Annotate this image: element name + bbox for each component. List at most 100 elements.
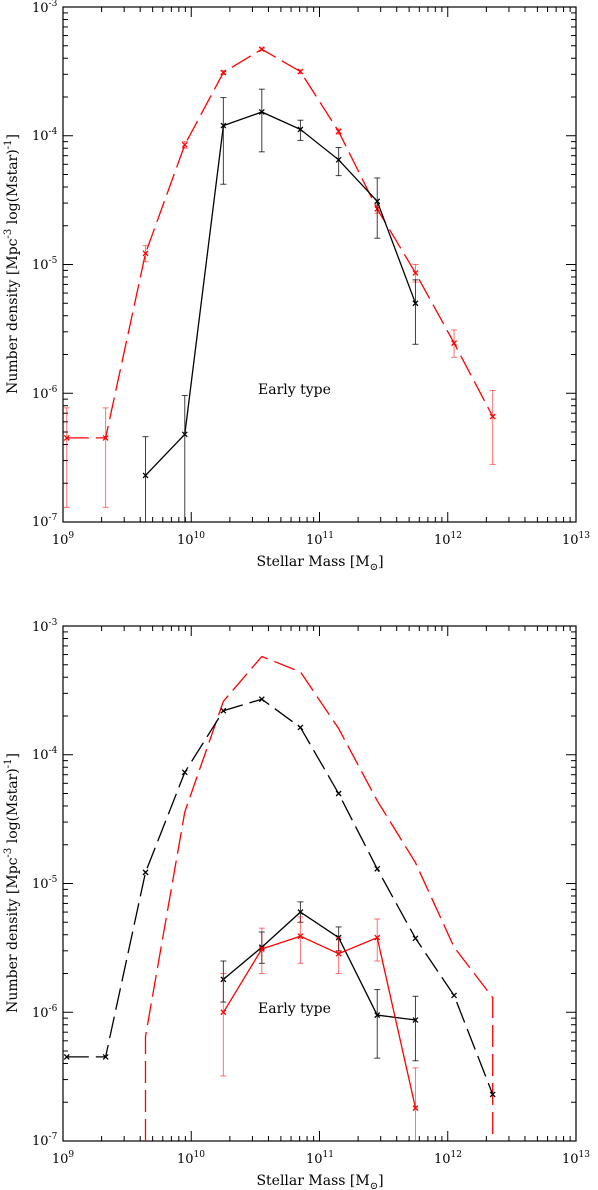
- data-point: [258, 109, 265, 115]
- data-point: [335, 128, 342, 135]
- data-point: [374, 1012, 381, 1019]
- data-point: [335, 156, 342, 163]
- annotation-early-type-2: Early type: [258, 1001, 331, 1017]
- ticks-2: [62, 626, 576, 1142]
- annotation-early-type-1: Early type: [258, 382, 331, 398]
- data-point: [489, 413, 496, 420]
- error-bar: [220, 97, 227, 185]
- x-tick-label: 1011: [306, 1150, 334, 1167]
- error-bar: [220, 972, 227, 1077]
- error-bar: [142, 436, 149, 522]
- error-bar: [489, 390, 496, 465]
- plot-frame-1: [62, 6, 577, 523]
- data-point: [142, 250, 149, 257]
- y-tick-label: 10-6: [32, 385, 58, 402]
- y-tick-label: 10-7: [32, 513, 58, 530]
- data-point: [63, 1053, 70, 1060]
- data-point: [297, 909, 304, 916]
- data-point: [297, 126, 304, 133]
- data-point: [374, 934, 381, 941]
- ticks-1: [62, 7, 576, 523]
- data-point: [220, 69, 227, 76]
- data-point: [181, 141, 188, 148]
- y-tick-label: 10-6: [32, 1004, 58, 1021]
- data-point: [102, 434, 109, 441]
- x-tick-label: 109: [52, 531, 75, 548]
- panel-2: 109 1010 1011 1012 1013 10-7 10-6 10-5 1…: [3, 618, 590, 1190]
- x-tick-label: 1013: [562, 1150, 590, 1167]
- y-tick-label: 10-4: [32, 127, 58, 144]
- data-point: [258, 946, 265, 952]
- x-tick-label: 109: [52, 1150, 75, 1167]
- data-point: [412, 1017, 419, 1023]
- data-point: [297, 68, 304, 75]
- data-point: [412, 935, 419, 942]
- x-tick-label: 1011: [306, 531, 334, 548]
- x-axis-label-1: Stellar Mass [M⊙]: [256, 554, 383, 573]
- y-tick-label: 10-5: [32, 875, 58, 892]
- error-bar: [297, 916, 304, 964]
- y-tick-labels-2: 10-7 10-6 10-5 10-4 10-3: [32, 618, 58, 1149]
- error-bar: [63, 407, 70, 508]
- error-bar: [374, 989, 381, 1059]
- error-bar: [335, 147, 342, 177]
- x-tick-labels-1: 109 1010 1011 1012 1013: [52, 531, 590, 548]
- data-point: [297, 933, 304, 940]
- data-point: [412, 269, 419, 276]
- y-tick-labels-1: 10-7 10-6 10-5 10-4 10-3: [32, 0, 58, 530]
- data-point: [258, 46, 265, 53]
- data-point: [451, 340, 458, 347]
- error-bar: [412, 1067, 419, 1141]
- data-point: [181, 769, 188, 776]
- data-point: [102, 1053, 109, 1060]
- y-axis-label-2: Number density [Mpc-3 log(Mstar)-1]: [3, 753, 21, 1013]
- data-point: [220, 122, 227, 129]
- series-line: [222, 935, 417, 1109]
- panel-1: 109 1010 1011 1012 1013 10-7 10-6 10-5 1…: [3, 0, 590, 573]
- x-tick-label: 1012: [434, 1150, 462, 1167]
- data-point: [489, 1091, 496, 1098]
- error-bar: [181, 395, 188, 522]
- error-bar: [335, 937, 342, 974]
- x-axis-label-2: Stellar Mass [M⊙]: [256, 1173, 383, 1190]
- plot-frame-2: [62, 625, 577, 1142]
- data-point: [258, 696, 265, 703]
- data-point: [142, 869, 149, 876]
- y-tick-label: 10-4: [32, 746, 58, 763]
- y-tick-label: 10-7: [32, 1132, 58, 1149]
- data-point: [412, 1105, 419, 1112]
- data-point: [297, 724, 304, 731]
- data-point: [335, 950, 342, 957]
- y-tick-label: 10-3: [32, 0, 58, 16]
- x-tick-label: 1010: [177, 531, 205, 548]
- series-layer-1: [63, 46, 496, 522]
- error-bar: [258, 88, 265, 153]
- series-line: [144, 655, 494, 1141]
- error-bar: [102, 407, 109, 508]
- y-tick-label: 10-5: [32, 256, 58, 273]
- series-layer-2: [63, 655, 496, 1141]
- data-point: [142, 472, 149, 479]
- error-bar: [412, 995, 419, 1062]
- error-bar: [374, 918, 381, 962]
- x-tick-labels-2: 109 1010 1011 1012 1013: [52, 1150, 590, 1167]
- error-bar: [374, 177, 381, 239]
- series-line: [66, 48, 494, 439]
- x-tick-label: 1012: [434, 531, 462, 548]
- data-point: [220, 1009, 227, 1016]
- data-point: [374, 198, 381, 205]
- x-tick-label: 1013: [562, 531, 590, 548]
- data-point: [63, 434, 70, 441]
- series-line: [222, 911, 416, 1021]
- data-point: [335, 790, 342, 797]
- y-tick-label: 10-3: [32, 618, 58, 635]
- x-tick-label: 1010: [177, 1150, 205, 1167]
- error-bar: [258, 927, 265, 974]
- data-point: [412, 300, 419, 307]
- series-line: [145, 111, 417, 476]
- data-point: [374, 865, 381, 872]
- data-point: [220, 707, 227, 714]
- error-bar: [412, 279, 419, 345]
- y-axis-label-1: Number density [Mpc-3 log(Mstar)-1]: [3, 134, 21, 394]
